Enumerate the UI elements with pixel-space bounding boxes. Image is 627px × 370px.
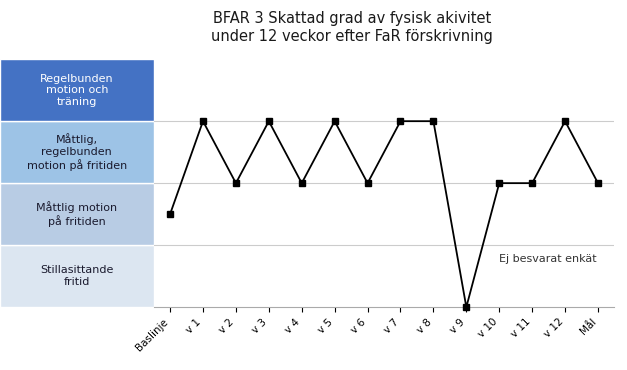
BFAR 3 [561, 119, 569, 123]
BFAR 3 [397, 119, 404, 123]
Text: BFAR 3 Skattad grad av fysisk akivitet
under 12 veckor efter FaR förskrivning: BFAR 3 Skattad grad av fysisk akivitet u… [211, 11, 493, 44]
BFAR 3 [429, 119, 437, 123]
BFAR 3 [232, 181, 240, 185]
Text: Måttlig motion
på fritiden: Måttlig motion på fritiden [36, 201, 117, 227]
Bar [0, 183, 154, 245]
BFAR 3 [166, 212, 174, 216]
BFAR 3 [265, 119, 273, 123]
Bar [0, 59, 154, 121]
Bar [0, 245, 154, 307]
Bar [0, 121, 154, 183]
Text: Måttlig,
regelbunden
motion på fritiden: Måttlig, regelbunden motion på fritiden [27, 134, 127, 171]
BFAR 3 [199, 119, 207, 123]
BFAR 3 [463, 305, 470, 309]
Line: BFAR 3: BFAR 3 [167, 118, 601, 310]
BFAR 3 [594, 181, 602, 185]
BFAR 3 [364, 181, 371, 185]
Text: Regelbunden
motion och
träning: Regelbunden motion och träning [40, 74, 113, 107]
Text: Stillasittande
fritid: Stillasittande fritid [40, 265, 113, 287]
Text: Ej besvarat enkät: Ej besvarat enkät [499, 254, 597, 264]
BFAR 3 [495, 181, 503, 185]
BFAR 3 [331, 119, 339, 123]
BFAR 3 [298, 181, 305, 185]
BFAR 3 [529, 181, 536, 185]
